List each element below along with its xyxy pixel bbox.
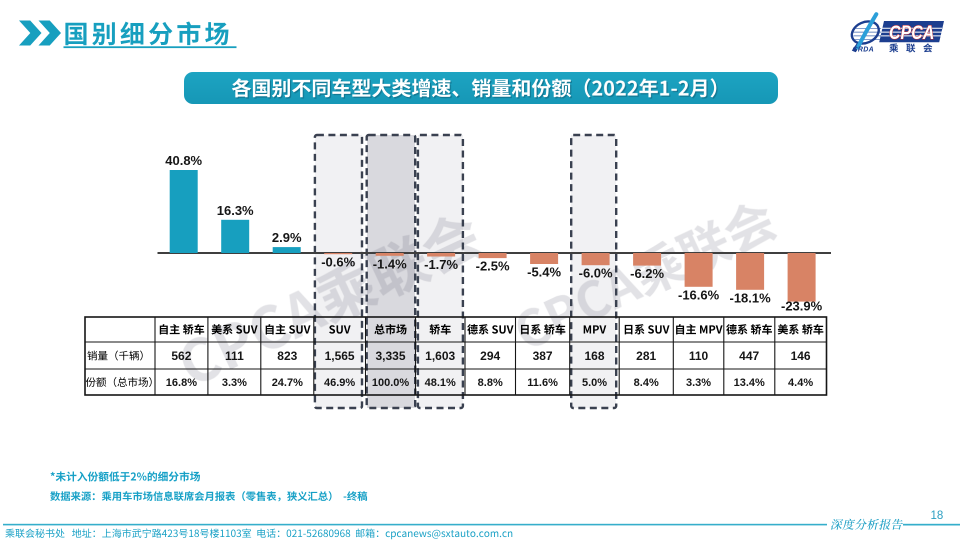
svg-text:168: 168 <box>584 349 604 363</box>
svg-text:46.9%: 46.9% <box>324 377 355 389</box>
svg-text:-23.9%: -23.9% <box>781 299 823 314</box>
svg-text:562: 562 <box>171 349 191 363</box>
svg-text:1,603: 1,603 <box>425 349 455 363</box>
svg-text:1,565: 1,565 <box>325 349 355 363</box>
svg-text:11.6%: 11.6% <box>527 377 558 389</box>
svg-text:13.4%: 13.4% <box>734 377 765 389</box>
svg-text:-6.2%: -6.2% <box>630 266 664 281</box>
svg-text:-5.4%: -5.4% <box>527 265 561 280</box>
svg-text:24.7%: 24.7% <box>272 377 303 389</box>
svg-text:2.9%: 2.9% <box>272 230 302 245</box>
svg-text:447: 447 <box>739 349 759 363</box>
svg-text:281: 281 <box>636 349 656 363</box>
svg-text:-6.0%: -6.0% <box>579 266 613 281</box>
svg-text:40.8%: 40.8% <box>165 153 202 168</box>
svg-text:4.4%: 4.4% <box>788 377 813 389</box>
svg-text:-2.5%: -2.5% <box>476 259 510 274</box>
svg-text:823: 823 <box>277 349 297 363</box>
svg-text:-18.1%: -18.1% <box>729 290 771 305</box>
svg-text:-1.7%: -1.7% <box>424 257 458 272</box>
svg-text:16.3%: 16.3% <box>217 203 254 218</box>
svg-text:CRDA: CRDA <box>853 47 874 54</box>
svg-text:100.0%: 100.0% <box>372 377 410 389</box>
svg-text:3,335: 3,335 <box>375 349 405 363</box>
svg-text:387: 387 <box>533 349 553 363</box>
svg-text:3.3%: 3.3% <box>686 377 711 389</box>
svg-text:3.3%: 3.3% <box>222 377 247 389</box>
svg-text:8.8%: 8.8% <box>478 377 503 389</box>
svg-text:110: 110 <box>689 349 709 363</box>
svg-text:CPCA: CPCA <box>889 21 934 43</box>
svg-text:146: 146 <box>791 349 811 363</box>
svg-text:48.1%: 48.1% <box>425 377 456 389</box>
svg-text:8.4%: 8.4% <box>634 377 659 389</box>
svg-text:18: 18 <box>931 510 944 522</box>
svg-text:-16.6%: -16.6% <box>678 287 720 302</box>
svg-text:294: 294 <box>480 349 500 363</box>
svg-text:5.0%: 5.0% <box>582 377 607 389</box>
svg-text:-1.4%: -1.4% <box>373 256 407 271</box>
svg-text:111: 111 <box>225 349 244 363</box>
svg-text:16.8%: 16.8% <box>166 377 197 389</box>
svg-text:-0.6%: -0.6% <box>321 255 355 270</box>
